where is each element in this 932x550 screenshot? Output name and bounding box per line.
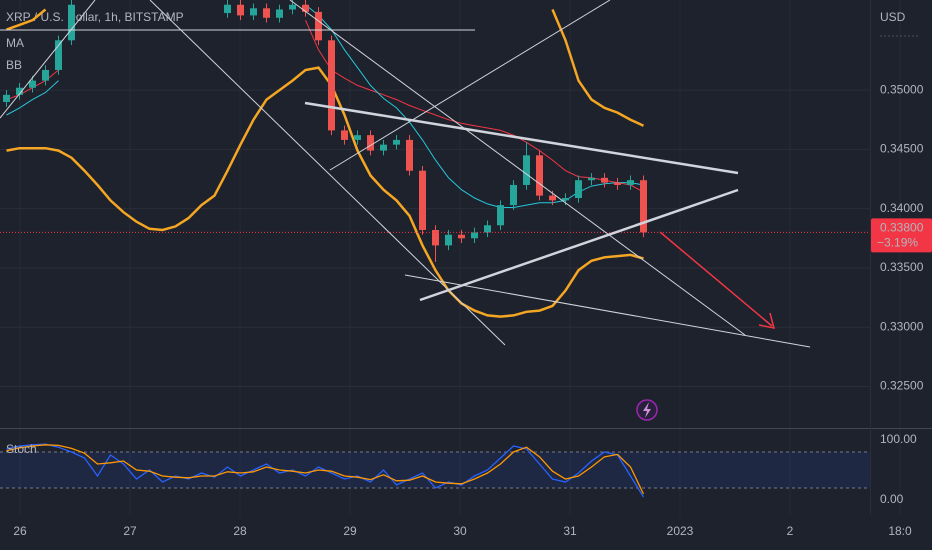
grid bbox=[0, 89, 870, 388]
candle-body bbox=[3, 94, 10, 102]
candle-body bbox=[328, 40, 335, 131]
trend-line bbox=[289, 0, 746, 336]
x-tick-label: 28 bbox=[233, 524, 247, 538]
candle-body bbox=[562, 197, 569, 201]
currency: USD bbox=[880, 10, 906, 24]
y-tick-label: 0.33500 bbox=[880, 260, 924, 274]
candle-body bbox=[289, 4, 296, 10]
candle-body bbox=[588, 177, 595, 181]
stoch-line bbox=[6, 444, 645, 495]
candle-body bbox=[497, 205, 504, 226]
y-tick-label: 0.00 bbox=[880, 492, 904, 506]
last-price-label: 0.33800 bbox=[880, 221, 924, 235]
candle-body bbox=[29, 80, 36, 88]
candle-body bbox=[523, 155, 530, 185]
candle-body bbox=[432, 230, 439, 246]
candle-body bbox=[458, 234, 465, 239]
candle-body bbox=[263, 8, 270, 18]
x-tick-label: 2023 bbox=[667, 524, 694, 538]
candle-body bbox=[315, 11, 322, 41]
candle-body bbox=[354, 135, 361, 140]
axes: 0.35000 0.34500 0.34000 0.33500 0.33000 0.325… bbox=[13, 82, 932, 538]
candle-body bbox=[601, 177, 608, 183]
candle-body bbox=[55, 40, 62, 70]
candle-body bbox=[341, 130, 348, 140]
candle-body bbox=[510, 184, 517, 206]
stoch-pane bbox=[0, 443, 870, 498]
candle-body bbox=[419, 170, 426, 231]
legend-ma: MA bbox=[6, 36, 24, 50]
stoch-band-fill bbox=[0, 452, 870, 489]
y-tick-label: 0.34000 bbox=[880, 201, 924, 215]
x-tick-label: 26 bbox=[13, 524, 27, 538]
candle-body bbox=[393, 139, 400, 145]
triangle-line bbox=[304, 101, 739, 175]
x-tick-label: 31 bbox=[563, 524, 577, 538]
trend-line bbox=[0, 0, 96, 119]
y-tick-label: 0.35000 bbox=[880, 82, 924, 96]
candle-body bbox=[68, 4, 75, 41]
candle-body bbox=[614, 182, 621, 185]
stoch-title: Stoch bbox=[6, 442, 37, 456]
chart-title: XRP / U.S. Dollar, 1h, BITSTAMP bbox=[6, 10, 184, 24]
trend-line bbox=[149, 0, 506, 346]
event-icon-bolt bbox=[643, 402, 651, 418]
x-tick-label: 30 bbox=[453, 524, 467, 538]
candle-body bbox=[276, 9, 283, 18]
main-pane bbox=[0, 0, 870, 318]
candle-body bbox=[237, 4, 244, 16]
bb-lower bbox=[6, 66, 644, 318]
x-tick-label: 2 bbox=[787, 524, 794, 538]
bb-upper bbox=[6, 8, 645, 127]
candle-body bbox=[224, 4, 231, 14]
y-tick-label: 0.32500 bbox=[880, 379, 924, 393]
candle-body bbox=[42, 69, 49, 81]
x-tick-label: 29 bbox=[343, 524, 357, 538]
candle-body bbox=[627, 180, 634, 185]
candle-body bbox=[380, 144, 387, 151]
y-tick-label: 0.34500 bbox=[880, 142, 924, 156]
trend-line bbox=[329, 0, 611, 171]
candle-body bbox=[367, 135, 374, 151]
y-tick-label: 0.33000 bbox=[880, 319, 924, 333]
y-tick-label: 100.00 bbox=[880, 432, 917, 446]
triangle-line bbox=[419, 188, 739, 302]
arrow bbox=[659, 231, 773, 327]
candle-body bbox=[575, 180, 582, 198]
drawings bbox=[0, 0, 811, 421]
last-price-change: −3.19% bbox=[877, 236, 918, 250]
candle-body bbox=[16, 87, 23, 95]
candle-body bbox=[445, 234, 452, 246]
candle-body bbox=[536, 155, 543, 196]
candle-body bbox=[549, 195, 556, 201]
x-tick-label: 18:0 bbox=[888, 524, 912, 538]
candle-body bbox=[484, 225, 491, 233]
candle-body bbox=[406, 139, 413, 171]
candle-body bbox=[640, 180, 647, 233]
candle-body bbox=[250, 8, 257, 16]
arrow-head bbox=[758, 312, 776, 329]
candle-body bbox=[302, 4, 309, 12]
x-tick-label: 27 bbox=[123, 524, 137, 538]
indicator-line bbox=[6, 4, 644, 208]
candle-body bbox=[471, 232, 478, 239]
trend-line bbox=[404, 274, 811, 348]
last-price-box bbox=[871, 218, 932, 253]
legend-bb: BB bbox=[6, 58, 22, 72]
